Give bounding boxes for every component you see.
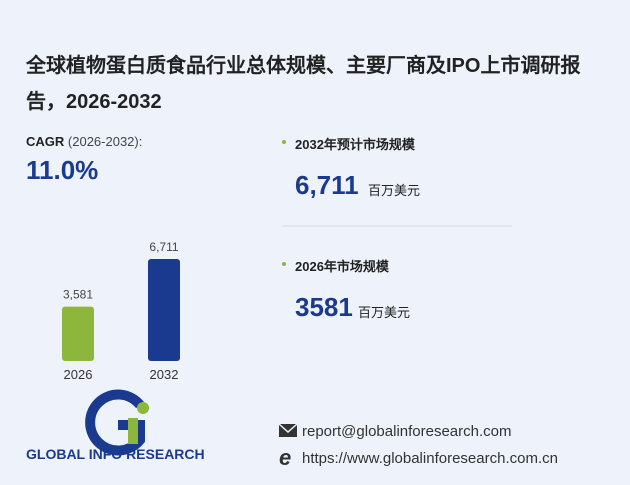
market-label: 2026年市场规模 (295, 259, 389, 274)
market-unit: 百万美元 (368, 183, 421, 198)
market-value: 3581 (295, 292, 353, 322)
logo-i (128, 418, 138, 444)
web-icon: e (279, 445, 291, 470)
market-value: 6,711 (295, 170, 359, 200)
logo-g (85, 389, 145, 456)
email: report@globalinforesearch.com (302, 423, 512, 440)
market-label: 2032年预计市场规模 (295, 137, 415, 152)
x-tick-label: 2026 (64, 367, 93, 382)
logo-dot (137, 402, 149, 414)
url: https://www.globalinforesearch.com.cn (302, 450, 558, 467)
cagr-label: CAGR (26, 134, 65, 149)
value-label: 6,711 (149, 240, 178, 254)
title: 全球植物蛋白质食品行业总体规模、主要厂商及IPO上市调研报告，2026-2032 (26, 55, 581, 113)
bar (62, 306, 94, 361)
market-unit: 百万美元 (358, 305, 411, 320)
bullet (282, 140, 286, 144)
logo-text: GLOBAL INFO RESEARCH (26, 446, 205, 462)
cagr-label-line: CAGR (2026-2032): (26, 134, 142, 149)
value-label: 3,581 (63, 288, 93, 302)
logo-mark (85, 389, 149, 456)
bullet (282, 262, 286, 266)
cagr-value: 11.0% (26, 155, 99, 185)
bar (148, 259, 180, 361)
cagr-period: (2026-2032): (67, 134, 143, 149)
email-icon (278, 423, 298, 437)
x-tick-label: 2032 (150, 367, 179, 382)
